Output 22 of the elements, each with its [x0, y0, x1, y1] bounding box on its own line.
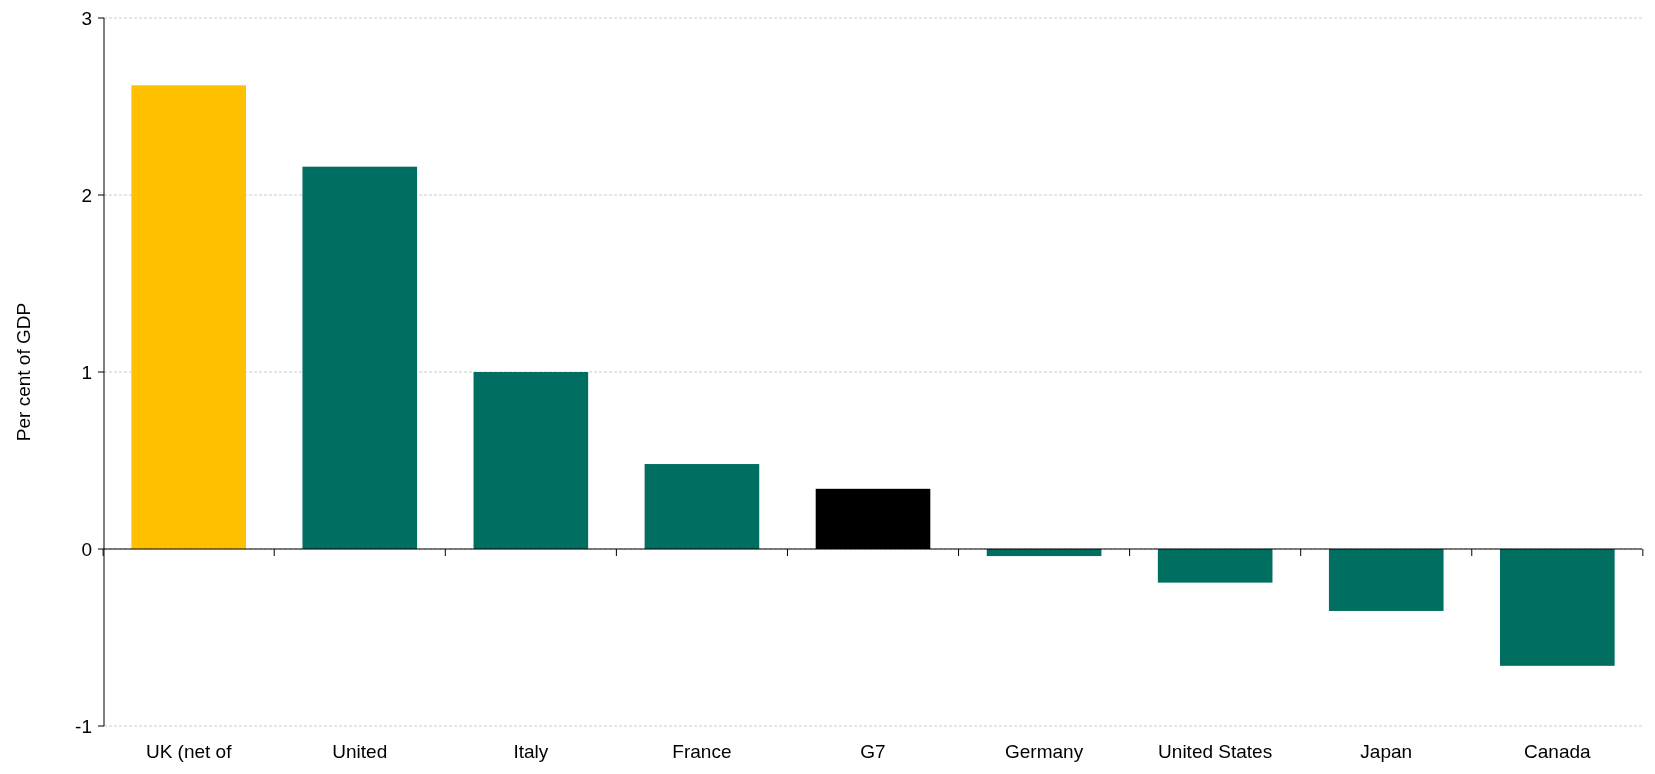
bar: [302, 166, 418, 549]
y-tick-label: -1: [75, 715, 92, 737]
bar: [1328, 549, 1444, 611]
x-tick-label: Italy: [513, 741, 549, 762]
x-tick-label: France: [672, 741, 732, 762]
x-tick-label: United States: [1158, 741, 1273, 762]
bar: [131, 85, 246, 549]
bar: [644, 464, 760, 549]
bar: [1500, 549, 1615, 666]
bar: [1157, 549, 1273, 583]
x-tick-label: UK (net of: [145, 741, 233, 762]
x-tick-label: United: [332, 741, 388, 762]
x-tick-label: Canada: [1524, 741, 1592, 762]
x-tick-label: Japan: [1360, 741, 1413, 762]
y-tick-label: 0: [81, 538, 92, 560]
bar: [473, 372, 589, 549]
y-tick-label: 2: [81, 184, 92, 206]
y-tick-label: 3: [81, 7, 92, 29]
x-tick-label: Germany: [1005, 741, 1084, 762]
y-tick-label: 1: [81, 361, 92, 383]
x-tick-label: G7: [860, 741, 886, 762]
y-axis-title: Per cent of GDP: [13, 302, 34, 442]
